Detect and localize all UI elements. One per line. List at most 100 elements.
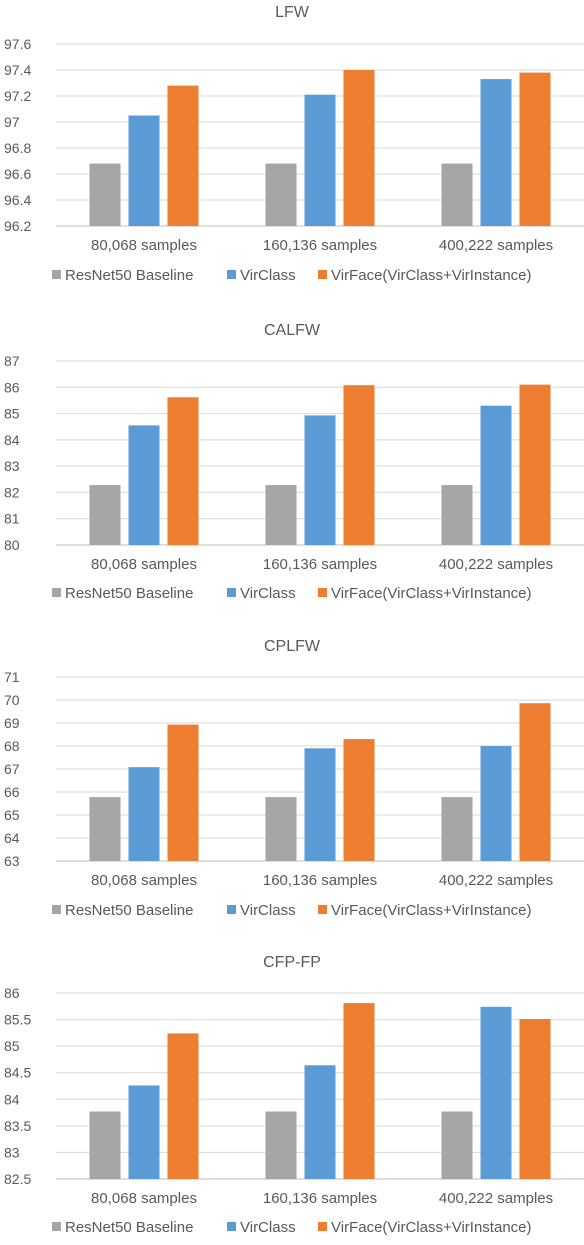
x-tick-label: 400,222 samples [439,237,553,254]
chart-panel-1: LFW 96.2 96.4 96.6 96.8 97 97.2 97.4 97.6 80,068 … [4,4,584,284]
x-tick-label: 80,068 samples [91,237,197,254]
bar-virclass [480,79,512,226]
legend-swatch [318,588,327,597]
legend-label: ResNet50 Baseline [65,1219,193,1236]
legend-label: VirClass [240,585,296,602]
y-tick-label: 97.2 [4,88,31,104]
bar-virface-virclass-virinstance [519,72,551,226]
bar-resnet50-baseline [265,797,297,861]
legend-swatch [227,588,236,597]
y-tick-label: 97 [4,114,20,130]
y-tick-label: 81 [4,511,20,527]
bar-virface-virclass-virinstance [343,70,375,226]
x-tick-label: 160,136 samples [263,872,377,889]
bar-virface-virclass-virinstance [343,1003,375,1179]
y-tick-label: 96.8 [4,140,31,156]
y-tick-label: 84 [4,1091,20,1107]
bar-virclass [480,1006,512,1179]
chart-panel-2: CALFW 80 81 82 83 84 85 86 87 80,068 samples 160,1… [4,322,584,602]
y-tick-label: 85 [4,406,20,422]
bar-virclass [304,1065,336,1179]
x-tick-label: 80,068 samples [91,1190,197,1207]
x-tick-label: 160,136 samples [263,556,377,573]
bar-virclass [304,94,336,226]
y-tick-label: 64 [4,830,20,846]
x-tick-label: 400,222 samples [439,556,553,573]
bar-virface-virclass-virinstance [167,397,199,545]
legend-label: ResNet50 Baseline [65,902,193,919]
x-tick-label: 400,222 samples [439,872,553,889]
y-tick-label: 84.5 [4,1065,31,1081]
bar-resnet50-baseline [89,797,121,861]
bar-resnet50-baseline [265,485,297,545]
bar-resnet50-baseline [89,163,121,226]
bar-virclass [128,115,160,226]
y-tick-label: 83.5 [4,1118,31,1134]
x-tick-label: 80,068 samples [91,872,197,889]
bar-virface-virclass-virinstance [167,1033,199,1179]
y-tick-label: 69 [4,715,20,731]
chart-title: LFW [275,4,310,21]
x-tick-label: 160,136 samples [263,237,377,254]
x-tick-label: 400,222 samples [439,1190,553,1207]
y-tick-label: 86 [4,985,20,1001]
legend-swatch [52,905,61,914]
bar-virface-virclass-virinstance [343,385,375,545]
bar-virface-virclass-virinstance [519,384,551,545]
legend-swatch [52,588,61,597]
x-tick-label: 80,068 samples [91,556,197,573]
legend-label: VirClass [240,267,296,284]
bar-virclass [128,1085,160,1179]
legend-swatch [227,270,236,279]
bar-virface-virclass-virinstance [167,724,199,861]
legend-label: ResNet50 Baseline [65,585,193,602]
y-tick-label: 63 [4,853,20,869]
x-tick-label: 160,136 samples [263,1190,377,1207]
y-tick-label: 86 [4,379,20,395]
chart-title: CPLFW [264,638,321,655]
bar-resnet50-baseline [265,1111,297,1179]
bar-resnet50-baseline [265,163,297,226]
y-tick-label: 87 [4,353,20,369]
y-tick-label: 66 [4,784,20,800]
chart-title: CFP-FP [263,954,321,971]
legend-label: VirClass [240,902,296,919]
y-tick-label: 83 [4,458,20,474]
bar-resnet50-baseline [441,485,473,545]
bar-virclass [128,425,160,545]
bar-virclass [128,767,160,861]
y-tick-label: 70 [4,692,20,708]
legend-label: VirFace(VirClass+VirInstance) [331,1219,532,1236]
y-tick-label: 96.2 [4,218,31,234]
y-tick-label: 83 [4,1144,20,1160]
bar-virclass [304,415,336,545]
legend-swatch [52,1222,61,1231]
bar-resnet50-baseline [441,797,473,861]
legend-label: VirFace(VirClass+VirInstance) [331,267,532,284]
y-tick-label: 85 [4,1038,20,1054]
y-tick-label: 67 [4,761,20,777]
bar-virclass [480,405,512,545]
bar-resnet50-baseline [441,163,473,226]
legend-swatch [52,270,61,279]
bar-resnet50-baseline [89,1111,121,1179]
legend-swatch [318,270,327,279]
bar-virface-virclass-virinstance [519,703,551,861]
y-tick-label: 85.5 [4,1012,31,1028]
legend-swatch [318,1222,327,1231]
bar-virface-virclass-virinstance [343,739,375,861]
legend-label: ResNet50 Baseline [65,267,193,284]
y-tick-label: 65 [4,807,20,823]
chart-title: CALFW [264,322,321,339]
legend-swatch [227,1222,236,1231]
bar-virface-virclass-virinstance [519,1019,551,1179]
y-tick-label: 82 [4,484,20,500]
bar-virface-virclass-virinstance [167,85,199,226]
legend-swatch [227,905,236,914]
legend-label: VirClass [240,1219,296,1236]
chart-panel-3: CPLFW 63 64 65 66 67 68 69 70 71 80,068 samples 160… [4,638,584,919]
y-tick-label: 97.6 [4,36,31,52]
y-tick-label: 84 [4,432,20,448]
bar-virclass [480,746,512,861]
